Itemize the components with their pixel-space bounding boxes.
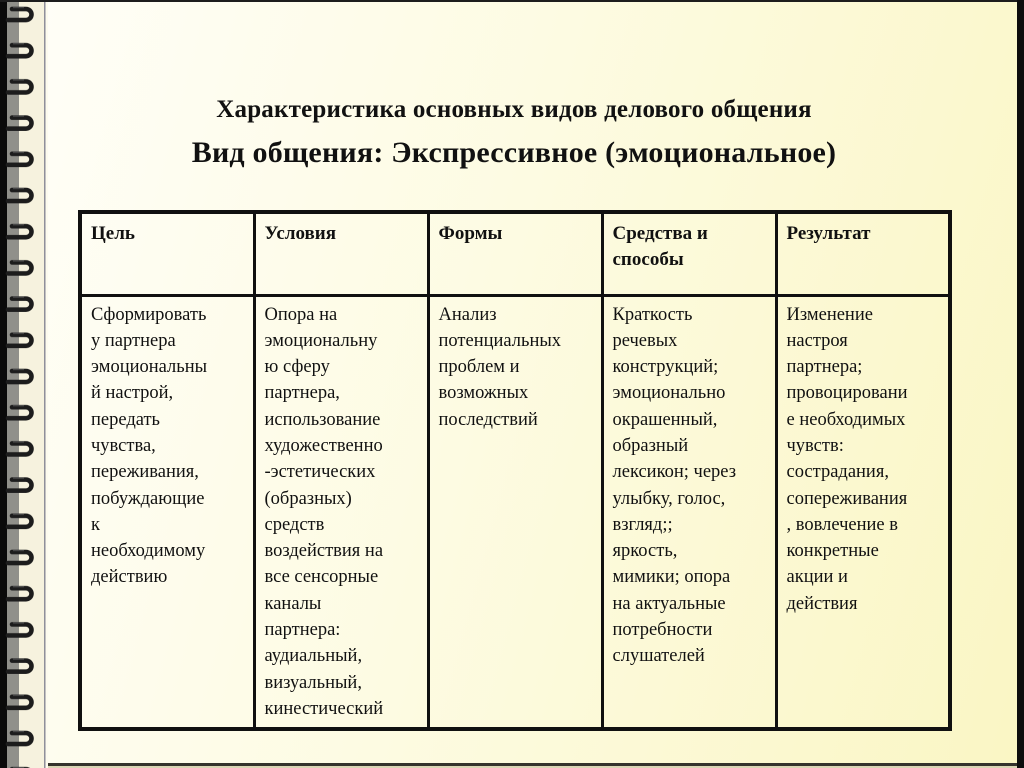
column-header-result: Результат	[774, 210, 952, 297]
column-header-means: Средства и способы	[600, 210, 778, 297]
page-edge-bottom-shadow	[48, 766, 1017, 768]
page-subtitle: Вид общения: Экспрессивное (эмоционально…	[191, 136, 837, 169]
cell-forms: Анализ потенциальных проблем и возможных…	[426, 293, 604, 731]
column-header-conditions: Условия	[252, 210, 430, 297]
page-edge-top	[0, 0, 1024, 2]
cell-means: Краткость речевых конструкций; эмоционал…	[600, 293, 778, 731]
cell-goal: Сформировать у партнера эмоциональны й н…	[78, 293, 256, 731]
table-header-row: Цель Условия Формы Средства и способы Ре…	[78, 210, 952, 297]
cell-conditions: Опора на эмоциональну ю сферу партнера, …	[252, 293, 430, 731]
spiral-binding	[0, 0, 48, 768]
cell-result: Изменение настроя партнера; провоцирован…	[774, 293, 952, 731]
page-divider-highlight	[45, 0, 48, 768]
column-header-forms: Формы	[426, 210, 604, 297]
page-edge-right	[1017, 0, 1024, 768]
page-divider-line	[44, 0, 46, 768]
communication-types-table: Цель Условия Формы Средства и способы Ре…	[78, 210, 952, 731]
spiral-wire-loops	[0, 0, 40, 768]
column-header-goal: Цель	[78, 210, 256, 297]
slide-page: Характеристика основных видов делового о…	[48, 0, 1017, 768]
page-title: Характеристика основных видов делового о…	[216, 96, 812, 123]
table-body-row: Сформировать у партнера эмоциональны й н…	[78, 293, 952, 731]
page-edge-bottom	[48, 763, 1017, 766]
